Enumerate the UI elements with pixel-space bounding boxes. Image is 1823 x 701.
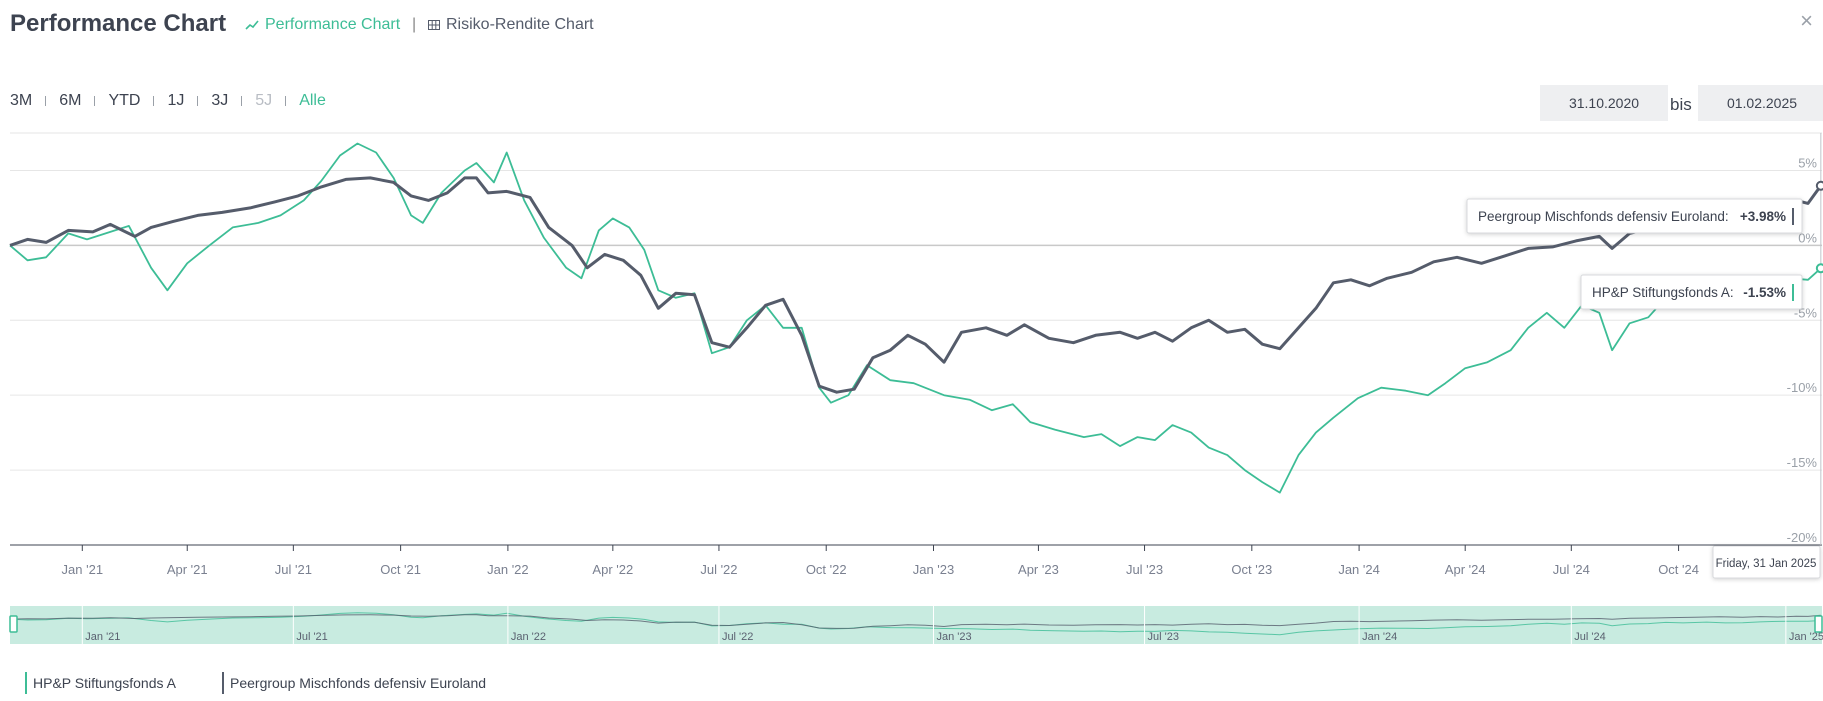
range-button-3j[interactable]: 3J	[211, 92, 229, 109]
navigator-tick-label: Jan '24	[1362, 631, 1397, 643]
navigator-line-fund	[9, 612, 1821, 636]
navigator-handle-right[interactable]	[1814, 615, 1823, 633]
navigator-tick-label: Jul '24	[1574, 631, 1605, 643]
x-tick-label: Apr '21	[167, 562, 208, 577]
navigator-tick-label: Jan '21	[85, 631, 120, 643]
tab-separator: |	[412, 16, 417, 33]
legend-label-fund: HP&P Stiftungsfonds A	[33, 675, 176, 691]
legend-swatch-peergroup	[222, 672, 224, 694]
trend-line-icon	[245, 20, 259, 30]
navigator-handle-left[interactable]	[9, 615, 18, 633]
date-range-separator: bis	[1670, 95, 1692, 114]
hover-marker-fund	[1815, 263, 1823, 274]
legend-item-peergroup[interactable]: Peergroup Mischfonds defensiv Euroland	[222, 672, 486, 694]
x-tick-label: Jan '23	[913, 562, 955, 577]
series-line-peergroup	[9, 176, 1823, 394]
y-tick-label: -15%	[1787, 455, 1818, 470]
tooltip-peergroup-value: +3.98%	[1740, 209, 1786, 224]
x-tick-label: Jan '21	[62, 562, 104, 577]
grid-table-icon	[428, 20, 440, 30]
date-tooltip-label: Friday, 31 Jan 2025	[1716, 558, 1817, 570]
tab-risk-label: Risiko-Rendite Chart	[446, 16, 594, 33]
range-button-alle[interactable]: Alle	[299, 92, 326, 109]
navigator-tick-label: Jul '23	[1148, 631, 1179, 643]
tab-risk-return-chart[interactable]: Risiko-Rendite Chart	[428, 16, 594, 34]
range-button-5j: 5J	[255, 92, 273, 109]
navigator-line-peergroup	[9, 614, 1821, 629]
x-tick-label: Jan '24	[1338, 562, 1380, 577]
date-from-input[interactable]	[1540, 85, 1668, 121]
range-button-3m[interactable]: 3M	[10, 92, 33, 109]
x-tick-label: Jul '21	[275, 562, 312, 577]
tooltip-fund-label: HP&P Stiftungsfonds A:	[1592, 285, 1734, 300]
date-to-input[interactable]	[1698, 85, 1823, 121]
tooltip-fund-value: -1.53%	[1743, 285, 1786, 300]
time-range-selector: 3M 6M YTD 1J 3J 5J Alle	[10, 92, 326, 110]
x-tick-label: Oct '23	[1231, 562, 1272, 577]
x-tick-label: Oct '22	[806, 562, 847, 577]
x-tick-label: Apr '24	[1445, 562, 1486, 577]
range-divider	[285, 96, 287, 106]
series-line-fund	[9, 142, 1822, 494]
x-tick-label: Oct '21	[380, 562, 421, 577]
navigator-tick-label: Jan '22	[511, 631, 546, 643]
navigator-tick-label: Jul '22	[722, 631, 753, 643]
legend-item-fund[interactable]: HP&P Stiftungsfonds A	[25, 672, 176, 694]
x-tick-label: Apr '23	[1018, 562, 1059, 577]
page-title: Performance Chart	[10, 10, 227, 37]
range-button-ytd[interactable]: YTD	[108, 92, 141, 109]
y-tick-label: 5%	[1798, 155, 1817, 170]
tab-performance-label: Performance Chart	[265, 16, 401, 33]
range-button-1j[interactable]: 1J	[167, 92, 185, 109]
hover-marker-peergroup	[1815, 180, 1823, 191]
range-button-6m[interactable]: 6M	[59, 92, 82, 109]
x-tick-label: Apr '22	[592, 562, 633, 577]
tooltip-fund-box	[1580, 274, 1803, 310]
navigator-tick-label: Jul '21	[296, 631, 327, 643]
range-divider	[153, 96, 155, 106]
y-tick-label: -10%	[1787, 380, 1818, 395]
legend-swatch-fund	[25, 672, 27, 694]
x-tick-label: Jan '22	[487, 562, 529, 577]
y-tick-label: 0%	[1798, 230, 1817, 245]
tooltip-peergroup-box	[1466, 198, 1803, 234]
navigator-tick-label: Jan '25	[1789, 631, 1823, 643]
range-divider	[241, 96, 243, 106]
date-tooltip-box	[1712, 545, 1821, 579]
x-tick-label: Jul '22	[700, 562, 737, 577]
legend-label-peergroup: Peergroup Mischfonds defensiv Euroland	[230, 675, 487, 691]
x-tick-label: Jul '24	[1553, 562, 1590, 577]
close-icon[interactable]: ×	[1800, 8, 1813, 33]
range-divider	[197, 96, 199, 106]
navigator-tick-label: Jan '23	[936, 631, 971, 643]
tab-performance-chart[interactable]: Performance Chart	[245, 16, 400, 34]
range-divider	[45, 96, 47, 106]
range-divider	[94, 96, 96, 106]
x-tick-label: Jul '23	[1126, 562, 1163, 577]
x-tick-label: Oct '24	[1658, 562, 1699, 577]
y-tick-label: -20%	[1787, 530, 1818, 545]
tooltip-peergroup-label: Peergroup Mischfonds defensiv Euroland:	[1478, 209, 1729, 224]
